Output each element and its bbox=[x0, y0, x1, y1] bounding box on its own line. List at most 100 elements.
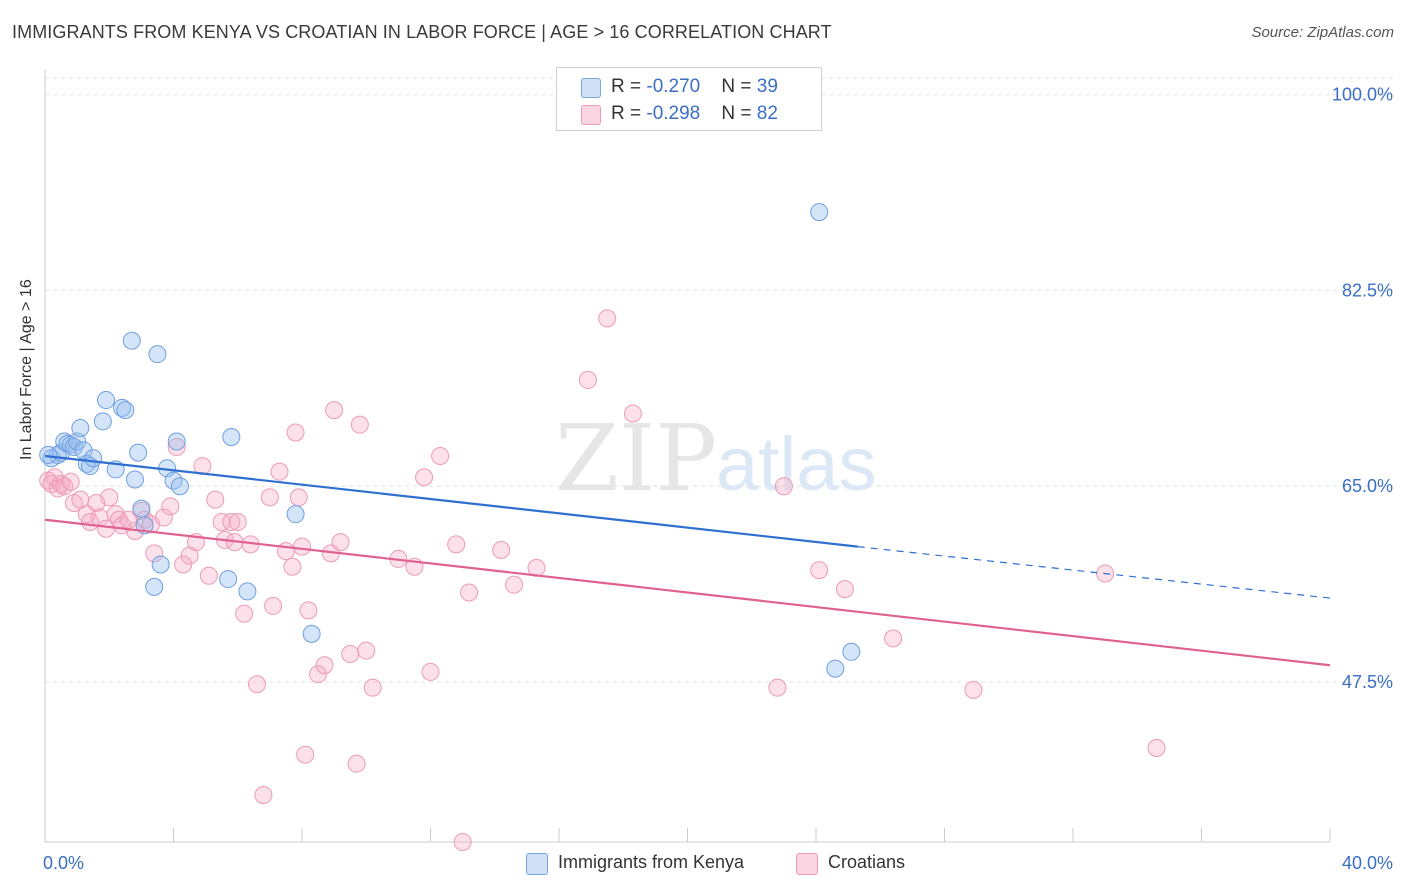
data-point-kenya bbox=[64, 438, 83, 457]
data-point-kenya bbox=[125, 470, 144, 489]
data-point-croatians bbox=[447, 535, 466, 554]
legend-r-value-kenya: -0.270 bbox=[646, 76, 701, 97]
y-tick-label: 65.0% bbox=[1342, 476, 1393, 496]
data-point-croatians bbox=[222, 513, 241, 532]
data-point-kenya bbox=[122, 331, 141, 350]
data-point-kenya bbox=[74, 441, 93, 460]
legend-n-label: N = bbox=[721, 76, 757, 97]
data-point-croatians bbox=[341, 645, 360, 664]
data-point-croatians bbox=[460, 583, 479, 602]
data-point-kenya bbox=[129, 443, 148, 462]
data-point-croatians bbox=[61, 472, 80, 491]
data-point-croatians bbox=[810, 561, 829, 580]
legend-n-label: N = bbox=[721, 103, 757, 124]
data-point-croatians bbox=[415, 468, 434, 487]
data-point-croatians bbox=[145, 544, 164, 563]
data-point-croatians bbox=[431, 447, 450, 465]
data-point-kenya bbox=[842, 642, 861, 661]
watermark-zip: ZIP bbox=[555, 405, 717, 512]
x-tick-label: 0.0% bbox=[43, 853, 84, 873]
stats-legend: R = -0.270 N = 39 R = -0.298 N = 82 bbox=[556, 67, 822, 131]
data-point-croatians bbox=[363, 678, 382, 697]
y-tick-label: 47.5% bbox=[1342, 672, 1393, 692]
data-point-kenya bbox=[132, 499, 151, 518]
data-point-croatians bbox=[293, 537, 311, 556]
data-point-kenya bbox=[151, 555, 170, 574]
data-point-croatians bbox=[161, 497, 180, 516]
data-point-croatians bbox=[453, 833, 472, 851]
data-point-kenya bbox=[810, 203, 829, 222]
data-point-croatians bbox=[206, 490, 225, 509]
data-point-kenya bbox=[113, 398, 132, 417]
legend-n-value-croatians: 82 bbox=[756, 103, 778, 124]
data-point-kenya bbox=[826, 659, 845, 678]
data-point-croatians bbox=[286, 423, 305, 442]
y-tick-label: 100.0% bbox=[1332, 85, 1393, 105]
data-point-croatians bbox=[598, 309, 617, 328]
data-point-kenya bbox=[97, 391, 116, 410]
trend-lines bbox=[44, 454, 1331, 667]
data-point-croatians bbox=[492, 540, 511, 559]
trend-line-croatians bbox=[44, 518, 1331, 667]
data-point-kenya bbox=[302, 624, 321, 643]
data-point-kenya bbox=[170, 477, 189, 496]
data-point-kenya bbox=[167, 432, 186, 451]
bottom-legend-swatch-croatians bbox=[796, 853, 818, 875]
data-point-kenya bbox=[145, 577, 164, 596]
source-label: Source: ZipAtlas.com bbox=[1251, 24, 1394, 41]
data-point-croatians bbox=[623, 404, 642, 423]
trend-line-kenya bbox=[44, 454, 858, 548]
data-point-croatians bbox=[347, 754, 366, 773]
data-point-croatians bbox=[199, 566, 218, 585]
data-point-kenya bbox=[222, 427, 241, 446]
data-point-croatians bbox=[283, 557, 302, 576]
legend-r-label: R = bbox=[611, 103, 647, 124]
data-point-croatians bbox=[299, 601, 318, 620]
data-point-croatians bbox=[289, 488, 308, 507]
x-tick-label: 40.0% bbox=[1342, 853, 1393, 873]
data-point-kenya bbox=[116, 401, 135, 420]
data-point-croatians bbox=[505, 575, 524, 594]
data-point-croatians bbox=[154, 508, 173, 527]
series-croatians bbox=[39, 309, 1166, 851]
data-point-croatians bbox=[325, 401, 344, 420]
y-tick-label: 82.5% bbox=[1342, 280, 1393, 300]
data-point-croatians bbox=[276, 542, 295, 561]
data-point-kenya bbox=[39, 445, 58, 464]
data-point-croatians bbox=[264, 596, 283, 615]
data-point-kenya bbox=[148, 345, 167, 364]
data-point-croatians bbox=[774, 477, 793, 496]
legend-swatch-kenya bbox=[581, 78, 601, 98]
data-point-croatians bbox=[270, 462, 289, 481]
data-point-kenya bbox=[238, 582, 257, 601]
data-point-kenya bbox=[219, 570, 238, 589]
data-point-croatians bbox=[835, 580, 854, 599]
y-axis-label: In Labor Force | Age > 16 bbox=[18, 279, 35, 460]
data-point-croatians bbox=[315, 656, 334, 675]
watermark: ZIP atlas bbox=[555, 405, 877, 512]
data-point-croatians bbox=[174, 555, 193, 574]
data-point-kenya bbox=[286, 505, 305, 524]
data-point-kenya bbox=[93, 412, 112, 431]
legend-r-label: R = bbox=[611, 76, 647, 97]
data-point-croatians bbox=[100, 488, 119, 507]
bottom-legend-label-kenya: Immigrants from Kenya bbox=[558, 852, 745, 872]
legend-swatch-croatians bbox=[581, 105, 601, 125]
data-point-croatians bbox=[309, 665, 328, 684]
trend-line-kenya-extrapolated bbox=[857, 546, 1331, 599]
data-point-croatians bbox=[1147, 739, 1166, 758]
data-point-croatians bbox=[768, 678, 787, 697]
data-point-croatians bbox=[228, 513, 247, 532]
tick-labels: 100.0% 82.5% 65.0% 47.5% 0.0% 40.0% bbox=[43, 85, 1393, 873]
data-point-croatians bbox=[296, 745, 315, 764]
watermark-atlas: atlas bbox=[716, 422, 877, 507]
bottom-legend-swatch-kenya bbox=[526, 853, 548, 875]
series-kenya bbox=[39, 203, 861, 678]
legend-n-value-kenya: 39 bbox=[756, 76, 778, 97]
data-point-kenya bbox=[84, 449, 103, 468]
data-point-croatians bbox=[212, 513, 231, 532]
data-point-croatians bbox=[331, 533, 350, 552]
data-point-croatians bbox=[167, 438, 186, 457]
data-point-croatians bbox=[884, 629, 903, 648]
data-point-croatians bbox=[421, 662, 440, 681]
